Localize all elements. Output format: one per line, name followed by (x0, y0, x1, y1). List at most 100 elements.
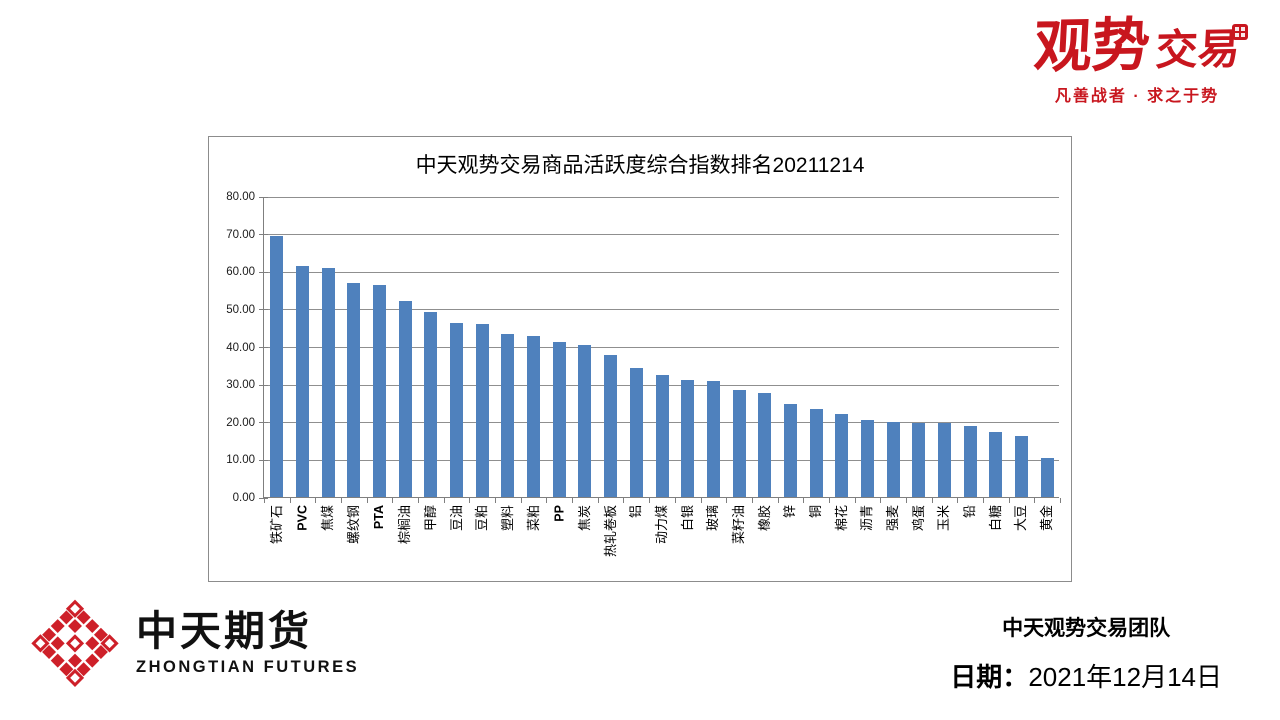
bar-甲醇 (424, 312, 438, 497)
bar-沥青 (860, 419, 874, 497)
x-axis-tick (854, 498, 856, 503)
bar-棉花 (835, 414, 849, 497)
x-axis-tick (315, 498, 317, 503)
x-axis-tick (803, 498, 805, 503)
activity-index-chart: 中天观势交易商品活跃度综合指数排名20211214 0.00 10.00 20.00… (208, 136, 1072, 582)
x-axis-tick (880, 498, 882, 503)
x-axis-tick (623, 498, 625, 503)
bar-PP (552, 341, 566, 497)
bar-焦煤 (321, 267, 335, 497)
bar-铝 (629, 367, 643, 497)
bar-菜籽油 (732, 390, 746, 497)
bar-焦炭 (578, 345, 592, 497)
chart-title: 中天观势交易商品活跃度综合指数排名20211214 (415, 154, 865, 177)
x-axis-tick (289, 498, 291, 503)
x-axis-tick (392, 498, 394, 503)
bar-玻璃 (706, 381, 720, 497)
y-axis-tick (259, 384, 268, 386)
y-axis-tick (259, 271, 268, 273)
bar-塑料 (501, 334, 515, 497)
brand-text-sub: 交易 (1154, 24, 1242, 75)
x-axis-tick (828, 498, 830, 503)
x-axis-tick (520, 498, 522, 503)
x-axis-tick (597, 498, 599, 503)
bar-动力煤 (655, 374, 669, 497)
bar-PTA (373, 284, 387, 497)
brand-text-main: 观势 (1032, 10, 1152, 81)
bar-锌 (783, 403, 797, 497)
y-axis-label: 0.00 (232, 492, 255, 504)
x-axis-tick (418, 498, 420, 503)
bar-铜 (809, 409, 823, 497)
zhongtian-logo-icon (31, 599, 119, 688)
y-axis-label: 30.00 (226, 379, 255, 392)
y-axis-label: 80.00 (226, 191, 255, 203)
y-axis-tick (259, 196, 268, 198)
date-line: 日期：2021年12月14日 (950, 657, 1222, 694)
x-axis-tick (674, 498, 676, 503)
company-name-cn: 中天期货 (136, 608, 312, 655)
team-name: 中天观势交易团队 (1002, 617, 1171, 640)
y-axis-label: 50.00 (226, 303, 255, 316)
x-axis-tick (957, 498, 959, 503)
bar-铅 (963, 426, 977, 497)
y-axis-tick (259, 459, 268, 461)
x-axis-tick (649, 498, 651, 503)
y-axis-label: 40.00 (226, 341, 255, 354)
bar-豆粕 (475, 324, 489, 497)
y-axis-tick (259, 234, 268, 236)
x-axis-tick (443, 498, 445, 503)
bar-黄金 (1040, 457, 1054, 497)
bar-菜粕 (527, 335, 541, 497)
date-label: 日期： (950, 662, 1029, 692)
x-axis-tick (931, 498, 933, 503)
y-axis-label: 70.00 (226, 228, 255, 241)
y-axis-tick (259, 497, 268, 499)
bar-鸡蛋 (912, 422, 926, 497)
bar-白银 (681, 380, 695, 497)
bar-白糖 (989, 431, 1003, 497)
bar-豆油 (450, 323, 464, 497)
gridline (264, 347, 1059, 348)
brand-calligraphy: 观势 交易 (1030, 10, 1243, 81)
gridline (264, 309, 1059, 311)
x-axis-tick (495, 498, 497, 503)
bar-强麦 (886, 421, 900, 497)
gridline (264, 271, 1059, 273)
company-name-en: ZHONGTIAN FUTURES (136, 657, 360, 676)
brand-observe-trend-logo: 观势 交易 凡善战者 · 求之于势 (1030, 10, 1248, 106)
x-axis-tick (366, 498, 368, 503)
company-block: 中天期货 ZHONGTIAN FUTURES (28, 596, 359, 690)
x-axis-tick (469, 498, 471, 503)
x-axis-tick (572, 498, 574, 503)
bar-玉米 (937, 423, 951, 497)
y-axis-label: 60.00 (226, 266, 255, 279)
x-axis-tick (264, 498, 265, 503)
red-seal-icon (1232, 24, 1248, 40)
y-axis-tick (259, 309, 268, 311)
y-axis-label: 20.00 (226, 416, 255, 429)
x-axis-tick (1034, 498, 1036, 503)
x-axis-tick (546, 498, 548, 503)
x-axis-tick (700, 498, 702, 503)
x-axis-tick (726, 498, 728, 503)
x-axis-tick (905, 498, 907, 503)
x-axis-tick (777, 498, 779, 503)
bar-棕榈油 (398, 300, 412, 497)
x-axis-tick (341, 498, 343, 503)
bar-橡胶 (758, 392, 772, 497)
gridline (264, 234, 1059, 236)
team-date-block: 中天观势交易团队 日期：2021年12月14日 (950, 612, 1222, 694)
bar-PVC (296, 265, 310, 497)
x-axis-tick (1008, 498, 1010, 503)
y-axis-tick (259, 422, 268, 424)
plot-area: 0.00 10.00 20.00 30.00 40.00 50.00 60.00 70.00 8… (226, 191, 1061, 557)
y-axis-tick (259, 347, 268, 348)
x-axis-tick (1060, 498, 1061, 503)
x-axis-tick (982, 498, 984, 503)
bar-铁矿石 (270, 235, 284, 497)
brand-tagline: 凡善战者 · 求之于势 (1054, 88, 1220, 105)
gridline (264, 196, 1059, 198)
bar-螺纹钢 (347, 283, 361, 497)
